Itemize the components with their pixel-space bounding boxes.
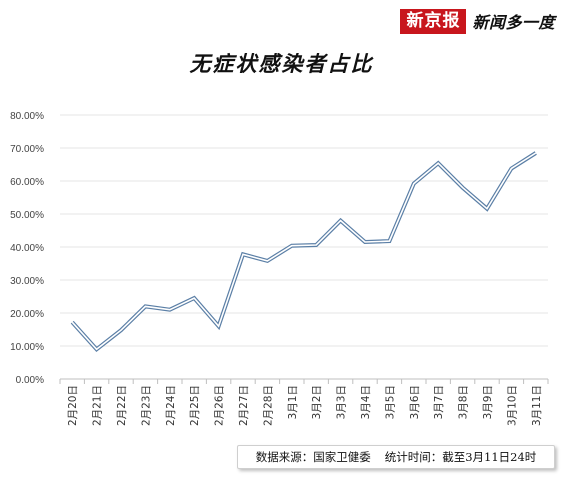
x-tick-label: 3月5日 bbox=[384, 385, 396, 419]
line-chart: 0.00% 10.00% 20.00% 30.00% 40.00% 50.00% 60.00… bbox=[10, 111, 549, 426]
header: 新京报 新闻多一度 bbox=[400, 8, 555, 34]
series-line-outline bbox=[70, 151, 537, 353]
y-tick-label: 20.00% bbox=[10, 309, 44, 320]
series-line bbox=[71, 152, 537, 351]
x-tick-label: 2月24日 bbox=[165, 385, 177, 426]
x-tick-label: 3月9日 bbox=[482, 385, 494, 419]
brand-logo: 新京报 bbox=[400, 8, 467, 34]
x-tick-label: 2月25日 bbox=[189, 385, 201, 426]
y-tick-label: 40.00% bbox=[10, 243, 44, 254]
x-tick-label: 2月20日 bbox=[67, 385, 79, 426]
brand-slogan: 新闻多一度 bbox=[472, 13, 555, 32]
x-tick-label: 2月26日 bbox=[214, 385, 226, 426]
y-tick-label: 70.00% bbox=[10, 144, 44, 155]
y-tick-label: 30.00% bbox=[10, 276, 44, 287]
y-tick-label: 10.00% bbox=[10, 342, 44, 353]
x-tick-label: 3月4日 bbox=[360, 385, 372, 419]
y-tick-label: 80.00% bbox=[10, 111, 44, 122]
x-tick-label: 2月23日 bbox=[140, 385, 152, 426]
data-source-text: 数据来源：国家卫健委 bbox=[255, 450, 371, 464]
y-tick-label: 0.00% bbox=[16, 375, 44, 386]
x-tick-label: 2月22日 bbox=[116, 385, 128, 426]
x-tick-label: 3月3日 bbox=[336, 385, 348, 419]
chart-title: 无症状感染者占比 bbox=[189, 52, 374, 76]
y-tick-label: 60.00% bbox=[10, 177, 44, 188]
x-tick-label: 3月6日 bbox=[409, 385, 421, 419]
x-tick-label: 2月27日 bbox=[238, 385, 250, 426]
x-tick-label: 3月2日 bbox=[311, 385, 323, 419]
x-tick-label: 3月11日 bbox=[531, 385, 543, 426]
x-tick-label: 3月1日 bbox=[287, 385, 299, 419]
y-tick-label: 50.00% bbox=[10, 210, 44, 221]
x-tick-label: 3月7日 bbox=[433, 385, 445, 419]
stat-time-text: 统计时间：截至3月11日24时 bbox=[384, 450, 537, 464]
x-tick-label: 2月21日 bbox=[92, 385, 104, 426]
x-tick-label: 2月28日 bbox=[262, 385, 274, 426]
x-tick-label: 3月8日 bbox=[458, 385, 470, 419]
data-source-box: 数据来源：国家卫健委 统计时间：截至3月11日24时 bbox=[237, 445, 555, 469]
x-tick-label: 3月10日 bbox=[506, 385, 518, 426]
